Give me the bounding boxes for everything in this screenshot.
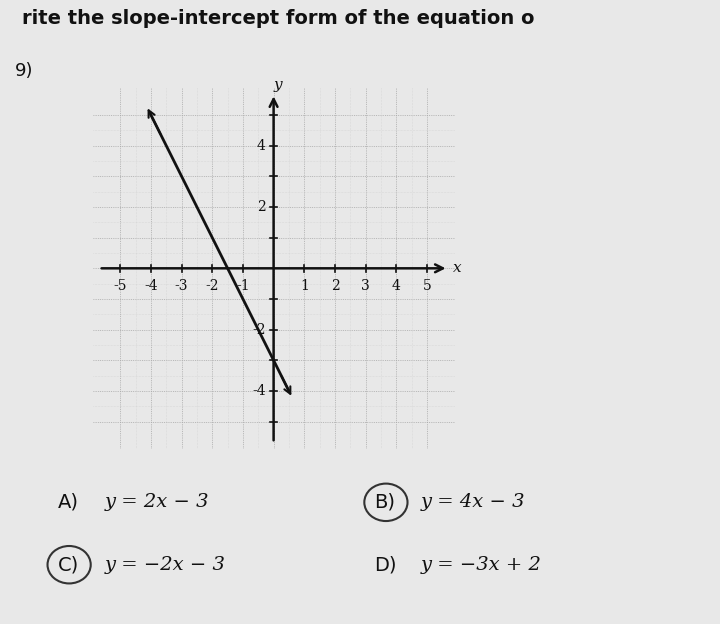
Text: 9): 9) [14,62,33,80]
Text: 4: 4 [392,279,401,293]
Text: -2: -2 [205,279,219,293]
Text: C): C) [58,555,79,574]
Text: y = 4x − 3: y = 4x − 3 [421,494,526,511]
Text: 3: 3 [361,279,370,293]
Text: 2: 2 [330,279,339,293]
Text: -5: -5 [114,279,127,293]
Text: rite the slope-intercept form of the equation o: rite the slope-intercept form of the equ… [22,9,534,28]
Text: D): D) [374,555,397,574]
Text: 1: 1 [300,279,309,293]
Text: y: y [274,78,282,92]
Text: y = −2x − 3: y = −2x − 3 [104,556,225,573]
Text: 5: 5 [423,279,431,293]
Text: 4: 4 [257,139,266,153]
Text: B): B) [374,493,395,512]
Text: y = −3x + 2: y = −3x + 2 [421,556,542,573]
Text: A): A) [58,493,78,512]
Text: -2: -2 [253,323,266,337]
Text: -4: -4 [252,384,266,398]
Text: -3: -3 [175,279,189,293]
Text: x: x [453,261,462,275]
Text: -1: -1 [236,279,250,293]
Text: -4: -4 [144,279,158,293]
Text: y = 2x − 3: y = 2x − 3 [104,494,209,511]
Text: 2: 2 [257,200,266,214]
